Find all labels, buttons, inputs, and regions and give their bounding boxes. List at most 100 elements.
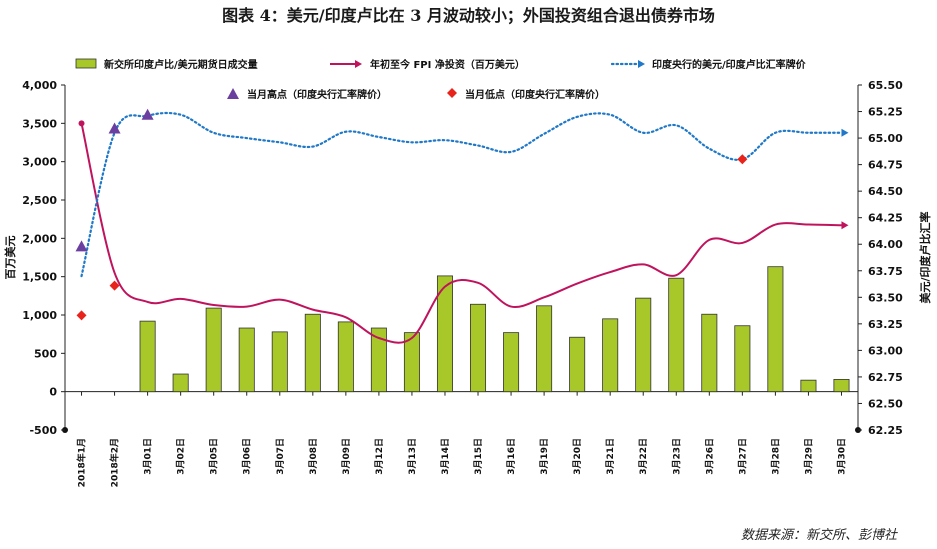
bar <box>172 373 189 393</box>
bar <box>304 313 321 393</box>
right-tick-label: 64.75 <box>868 159 903 172</box>
legend-swatch-fpi-arrow <box>355 60 362 68</box>
x-tick-label: 3月26日 <box>704 438 715 475</box>
source-note: 数据来源：新交所、彭博社 <box>740 528 897 543</box>
line-series-layer <box>78 111 849 344</box>
left-tick-label: 500 <box>34 347 57 360</box>
fpi-start-dot <box>78 120 85 127</box>
bar <box>800 379 817 393</box>
bar <box>503 332 520 393</box>
legend-label-high: 当月高点（印度央行汇率牌价） <box>247 88 387 101</box>
bar <box>833 378 850 393</box>
bar <box>734 325 751 393</box>
left-tick-label: -500 <box>29 424 57 437</box>
x-tick-label: 3月28日 <box>770 438 781 475</box>
x-tick-label: 2018年2月 <box>109 438 121 487</box>
x-tick-label: 3月16日 <box>506 438 517 475</box>
usd-inr-end-arrow <box>841 128 849 137</box>
x-tick-label: 2018年1月 <box>76 438 88 487</box>
left-tick-label: 3,000 <box>22 156 57 169</box>
bar <box>271 331 288 393</box>
x-tick-label: 3月19日 <box>539 438 550 475</box>
bar <box>370 327 387 393</box>
x-tick-label: 3月09日 <box>341 438 352 475</box>
x-tick-label: 3月07日 <box>275 438 286 475</box>
x-tick-label: 3月30日 <box>836 438 847 475</box>
x-tick-label: 3月27日 <box>737 438 748 475</box>
chart-legend: 新交所印度卢比/美元期货日成交量 年初至今 FPI 净投资（百万美元） 印度央行的美… <box>75 58 807 101</box>
axis-labels-layer: -500 0 500 1,000 1,500 2,000 2,500 3,000 3,500 4,… <box>3 79 932 487</box>
x-tick-label: 3月13日 <box>407 438 418 475</box>
right-axis-title: 美元/印度卢比汇率 <box>918 211 932 303</box>
right-tick-label: 64.50 <box>868 185 903 198</box>
monthly-high-marker <box>141 108 154 120</box>
x-tick-label: 3月06日 <box>242 438 253 475</box>
right-tick-label: 62.25 <box>868 424 903 437</box>
usd-inr-line <box>80 111 843 278</box>
left-tick-label: 2,500 <box>22 194 57 207</box>
marker-series-layer <box>75 108 748 321</box>
legend-swatch-volume <box>75 58 97 69</box>
right-tick-label: 65.25 <box>868 106 903 119</box>
monthly-low-marker <box>76 310 87 321</box>
right-tick-label: 65.50 <box>868 79 903 92</box>
left-tick-label: 1,500 <box>22 271 57 284</box>
legend-label-usd-inr: 印度央行的美元/印度卢比汇率牌价 <box>652 58 807 71</box>
x-tick-label: 3月15日 <box>473 438 484 475</box>
x-tick-label: 3月22日 <box>638 438 649 475</box>
bar <box>602 318 619 393</box>
bar <box>238 327 255 393</box>
fpi-line <box>80 123 842 344</box>
legend-swatch-low <box>447 88 457 98</box>
right-tick-label: 63.00 <box>868 344 903 357</box>
bar <box>337 321 354 393</box>
right-tick-label: 63.50 <box>868 291 903 304</box>
bar <box>139 320 156 393</box>
legend-label-volume: 新交所印度卢比/美元期货日成交量 <box>104 58 258 71</box>
axes-layer <box>61 84 862 433</box>
monthly-high-marker <box>108 122 121 134</box>
x-tick-label: 3月05日 <box>209 438 220 475</box>
bar <box>403 332 420 393</box>
left-tick-label: 4,000 <box>22 79 57 92</box>
left-tick-label: 0 <box>49 386 57 399</box>
right-tick-label: 63.25 <box>868 318 903 331</box>
left-tick-label: 1,000 <box>22 309 57 322</box>
legend-label-fpi: 年初至今 FPI 净投资（百万美元） <box>370 58 525 71</box>
right-tick-label: 63.75 <box>868 265 903 278</box>
x-tick-label: 3月02日 <box>176 438 187 475</box>
monthly-low-marker <box>737 154 748 165</box>
right-tick-label: 62.50 <box>868 397 903 410</box>
right-tick-label: 64.25 <box>868 212 903 225</box>
chart-title: 图表 4：美元/印度卢比在 3 月波动较小；外国投资组合退出债券市场 <box>222 6 715 25</box>
left-axis-title: 百万美元 <box>3 236 17 280</box>
left-tick-label: 3,500 <box>22 117 57 130</box>
bar <box>767 266 784 393</box>
bar <box>536 305 553 393</box>
monthly-low-marker <box>109 280 120 291</box>
x-tick-label: 3月20日 <box>572 438 583 475</box>
legend-swatch-usd-inr-arrow <box>638 60 645 68</box>
x-tick-label: 3月08日 <box>308 438 319 475</box>
bar <box>436 275 453 393</box>
bar <box>668 277 685 393</box>
monthly-high-marker <box>75 240 88 252</box>
x-tick-label: 3月23日 <box>671 438 682 475</box>
legend-label-low: 当月低点（印度央行汇率牌价） <box>465 88 605 101</box>
bar <box>569 336 586 393</box>
right-tick-label: 64.00 <box>868 238 903 251</box>
x-tick-label: 3月29日 <box>803 438 814 475</box>
fpi-end-arrow <box>841 221 849 230</box>
x-tick-label: 3月12日 <box>374 438 385 475</box>
left-tick-label: 2,000 <box>22 232 57 245</box>
bar <box>470 303 487 393</box>
legend-swatch-high <box>227 88 239 99</box>
right-tick-label: 65.00 <box>868 132 903 145</box>
bar <box>635 297 652 393</box>
bar-series-volume <box>139 266 850 393</box>
x-tick-label: 3月21日 <box>605 438 616 475</box>
x-tick-label: 3月14日 <box>440 438 451 475</box>
bar <box>205 307 222 393</box>
right-tick-label: 62.75 <box>868 371 903 384</box>
